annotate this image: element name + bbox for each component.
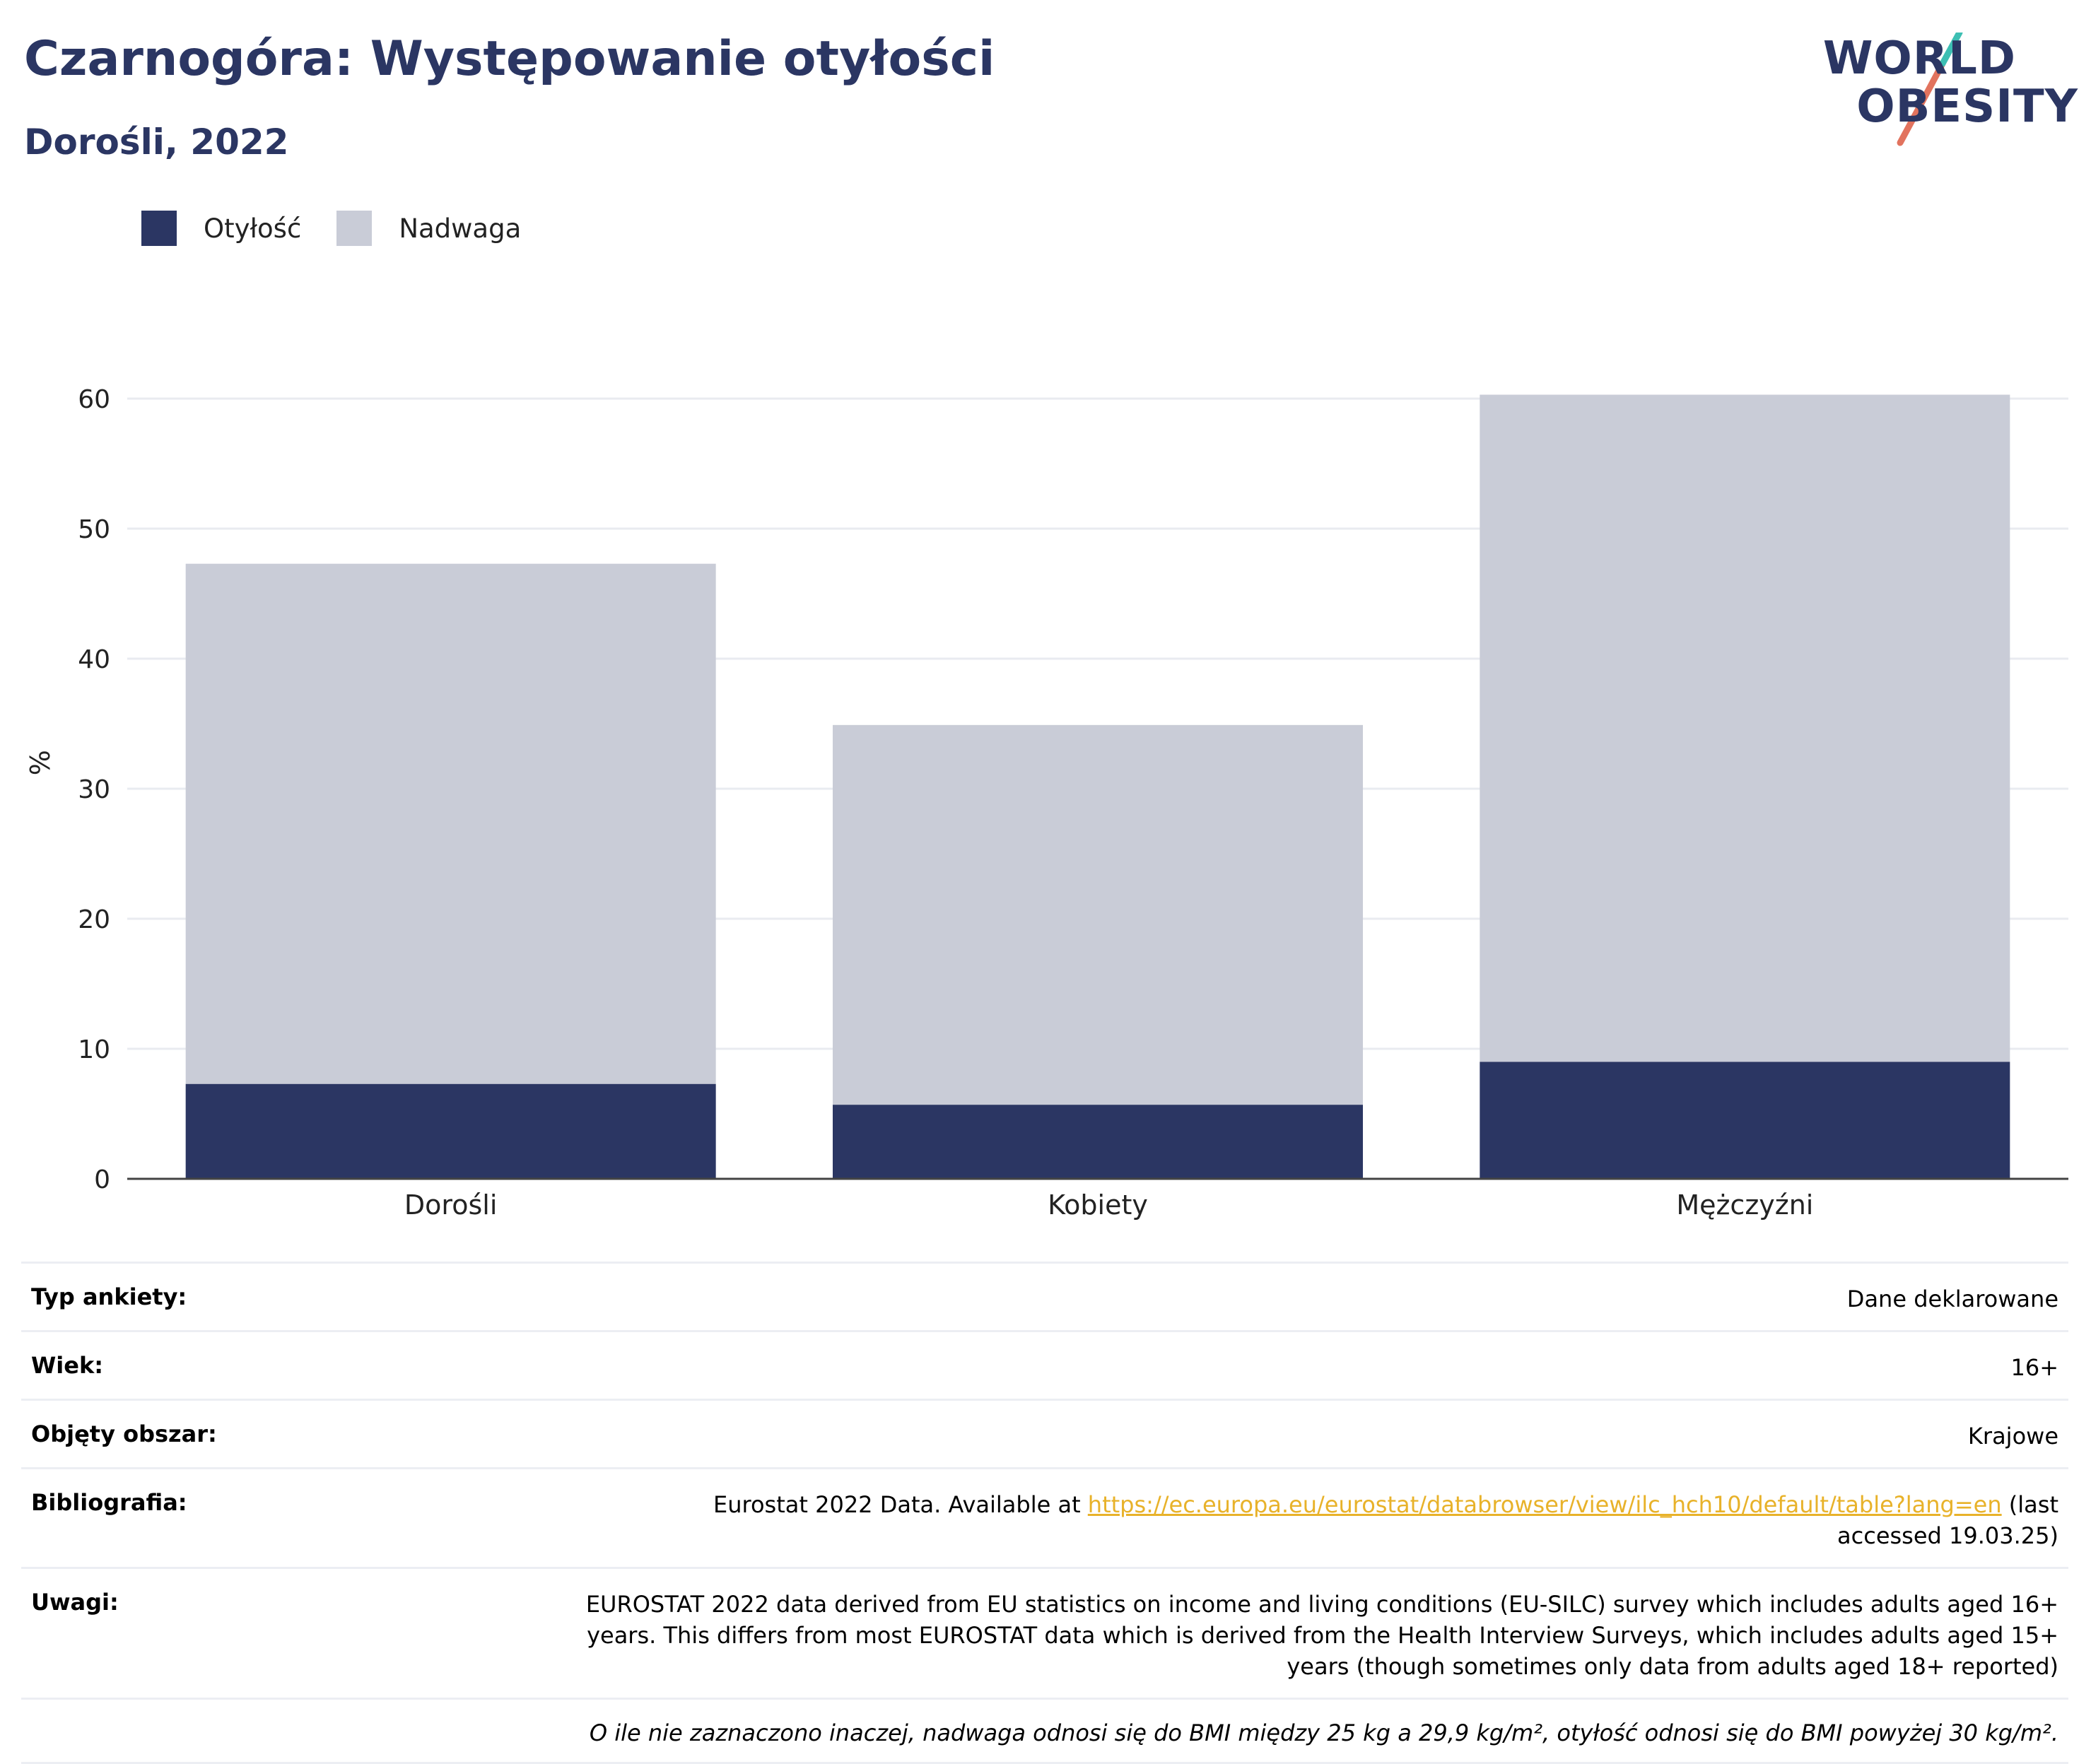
notes-value: EUROSTAT 2022 data derived from EU stati…: [585, 1591, 2058, 1680]
bar-obesity: [833, 1105, 1363, 1179]
info-row-bibliography: Bibliografia: Eurostat 2022 Data. Availa…: [21, 1467, 2068, 1567]
info-label: Bibliografia:: [31, 1489, 187, 1516]
y-tick-label: 50: [78, 515, 110, 544]
info-row-survey-type: Typ ankiety: Dane deklarowane: [21, 1262, 2068, 1330]
chart-subtitle: Dorośli, 2022: [24, 122, 289, 163]
bar-obesity: [1480, 1062, 2010, 1179]
bar-obesity: [185, 1083, 716, 1179]
logo-slash-icon: [1897, 33, 1963, 146]
logo-text-world: WORLD: [1822, 33, 2016, 85]
info-label: Uwagi:: [31, 1589, 119, 1616]
x-tick-label: Dorośli: [404, 1189, 497, 1221]
info-row-footnote: O ile nie zaznaczono inaczej, nadwaga od…: [21, 1698, 2068, 1764]
y-tick-label: 10: [78, 1035, 110, 1064]
y-axis-label: %: [25, 750, 56, 775]
y-tick-label: 30: [78, 775, 110, 804]
x-tick-label: Mężczyźni: [1676, 1189, 1813, 1221]
y-tick-label: 40: [78, 645, 110, 674]
survey-info-table: Typ ankiety: Dane deklarowane Wiek: 16+ …: [21, 1262, 2068, 1764]
chart-legend: Otyłość Nadwaga: [141, 211, 556, 246]
info-label: Typ ankiety:: [31, 1283, 187, 1310]
bmi-footnote: O ile nie zaznaczono inaczej, nadwaga od…: [589, 1719, 2058, 1746]
info-label: Objęty obszar:: [31, 1421, 217, 1447]
info-value: 16+: [2010, 1354, 2058, 1381]
world-obesity-logo: WORLD OBESITY: [1823, 33, 2078, 153]
bibliography-suffix: (last accessed 19.03.25): [1837, 1491, 2058, 1549]
info-value: Dane deklarowane: [1846, 1286, 2058, 1312]
legend-label-obesity: Otyłość: [204, 213, 302, 244]
bibliography-value: Eurostat 2022 Data. Available at https:/…: [645, 1489, 2058, 1551]
info-row-notes: Uwagi: EUROSTAT 2022 data derived from E…: [21, 1567, 2068, 1698]
logo-text-obesity: OBESITY: [1856, 81, 2078, 133]
legend-item-obesity[interactable]: Otyłość: [141, 211, 301, 246]
legend-label-overweight: Nadwaga: [399, 213, 522, 244]
bibliography-prefix: Eurostat 2022 Data. Available at: [713, 1491, 1088, 1518]
y-tick-label: 60: [78, 385, 110, 414]
legend-swatch-overweight: [336, 211, 373, 246]
chart-title: Czarnogóra: Występowanie otyłości: [24, 31, 995, 87]
bar-overweight: [1480, 394, 2010, 1062]
x-tick-label: Kobiety: [1048, 1189, 1148, 1221]
info-value: Krajowe: [1967, 1423, 2058, 1450]
info-label: Wiek:: [31, 1352, 104, 1379]
info-row-coverage: Objęty obszar: Krajowe: [21, 1399, 2068, 1467]
y-tick-label: 0: [94, 1165, 110, 1194]
legend-swatch-obesity: [141, 211, 177, 246]
bibliography-link[interactable]: https://ec.europa.eu/eurostat/databrowse…: [1087, 1491, 2002, 1518]
info-row-age: Wiek: 16+: [21, 1330, 2068, 1399]
legend-item-overweight[interactable]: Nadwaga: [336, 211, 521, 246]
y-tick-label: 20: [78, 905, 110, 934]
stacked-bar-chart: 0 10 20 30 40 50 60% Dorośli Kobiety Mężczyźni: [25, 385, 2068, 1221]
bar-overweight: [185, 563, 716, 1084]
bar-overweight: [833, 724, 1363, 1105]
